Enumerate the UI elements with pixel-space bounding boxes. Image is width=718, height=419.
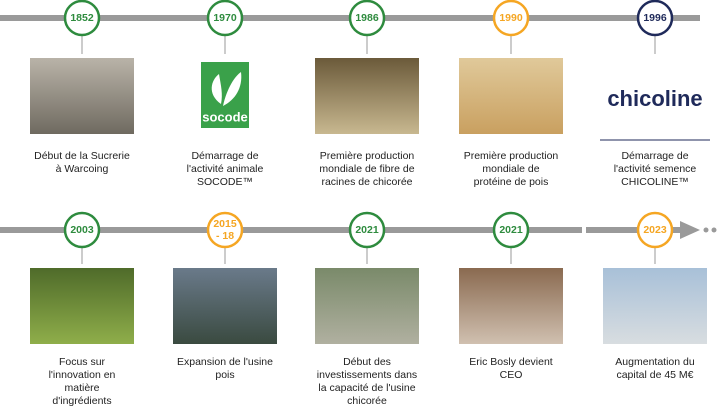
year-label: 1986 xyxy=(355,12,379,24)
year-label: 1996 xyxy=(643,12,667,24)
photo xyxy=(603,268,707,344)
description: pois xyxy=(215,369,234,381)
description: SOCODE™ xyxy=(197,176,253,188)
year-label: 2015 xyxy=(213,218,237,230)
year-circle xyxy=(636,0,674,37)
bar-gap xyxy=(582,227,586,233)
description: mondiale de fibre de xyxy=(319,163,414,175)
year-circle xyxy=(348,211,386,249)
description: Démarrage de xyxy=(621,150,688,162)
year-label: 2021 xyxy=(355,224,379,236)
description: à Warcoing xyxy=(56,163,109,175)
description: Eric Bosly devient xyxy=(469,356,553,368)
description: CHICOLINE™ xyxy=(621,176,689,188)
description: Début des xyxy=(343,356,391,368)
photo xyxy=(30,268,134,344)
description: mondiale de xyxy=(482,163,539,175)
logo-text: chicoline xyxy=(607,86,702,111)
description: Expansion de l'usine xyxy=(177,356,273,368)
description: Début de la Sucrerie xyxy=(34,150,130,162)
description: Première production xyxy=(320,150,415,162)
year-label: - 18 xyxy=(216,230,234,242)
year-circle xyxy=(63,211,101,249)
year-label: 1970 xyxy=(213,12,237,24)
timeline-bar xyxy=(0,227,680,233)
description: investissements dans xyxy=(317,369,417,381)
description: chicorée xyxy=(347,395,387,407)
description: CEO xyxy=(500,369,523,381)
arrow-head xyxy=(680,221,700,239)
year-circle xyxy=(348,0,386,37)
description: capital de 45 M€ xyxy=(616,369,693,381)
year-circle xyxy=(63,0,101,37)
description: matière xyxy=(64,382,99,394)
description: d'ingrédients xyxy=(52,395,111,407)
year-label: 2021 xyxy=(499,224,523,236)
description: Focus sur xyxy=(59,356,106,368)
description: racines de chicorée xyxy=(321,176,412,188)
leaf xyxy=(211,72,242,106)
year-label: 1990 xyxy=(499,12,523,24)
dot xyxy=(703,227,709,233)
description: Augmentation du xyxy=(615,356,695,368)
dot xyxy=(711,227,717,233)
photo xyxy=(315,268,419,344)
year-circle xyxy=(492,0,530,37)
photo xyxy=(459,58,563,134)
photo xyxy=(459,268,563,344)
year-label: 2003 xyxy=(70,224,94,236)
description: Démarrage de xyxy=(191,150,258,162)
description: Première production xyxy=(464,150,559,162)
year-circle xyxy=(636,211,674,249)
year-circle xyxy=(206,0,244,37)
photo xyxy=(173,268,277,344)
year-circle xyxy=(206,211,244,249)
description: l'activité animale xyxy=(187,163,264,175)
description: l'activité semence xyxy=(614,163,697,175)
photo xyxy=(30,58,134,134)
description: protéine de pois xyxy=(474,176,549,188)
year-label: 2023 xyxy=(643,224,667,236)
logo-text: socode xyxy=(202,109,248,124)
photo xyxy=(315,58,419,134)
description: la capacité de l'usine xyxy=(318,382,415,394)
year-circle xyxy=(492,211,530,249)
year-label: 1852 xyxy=(70,12,94,24)
description: l'innovation en xyxy=(49,369,116,381)
